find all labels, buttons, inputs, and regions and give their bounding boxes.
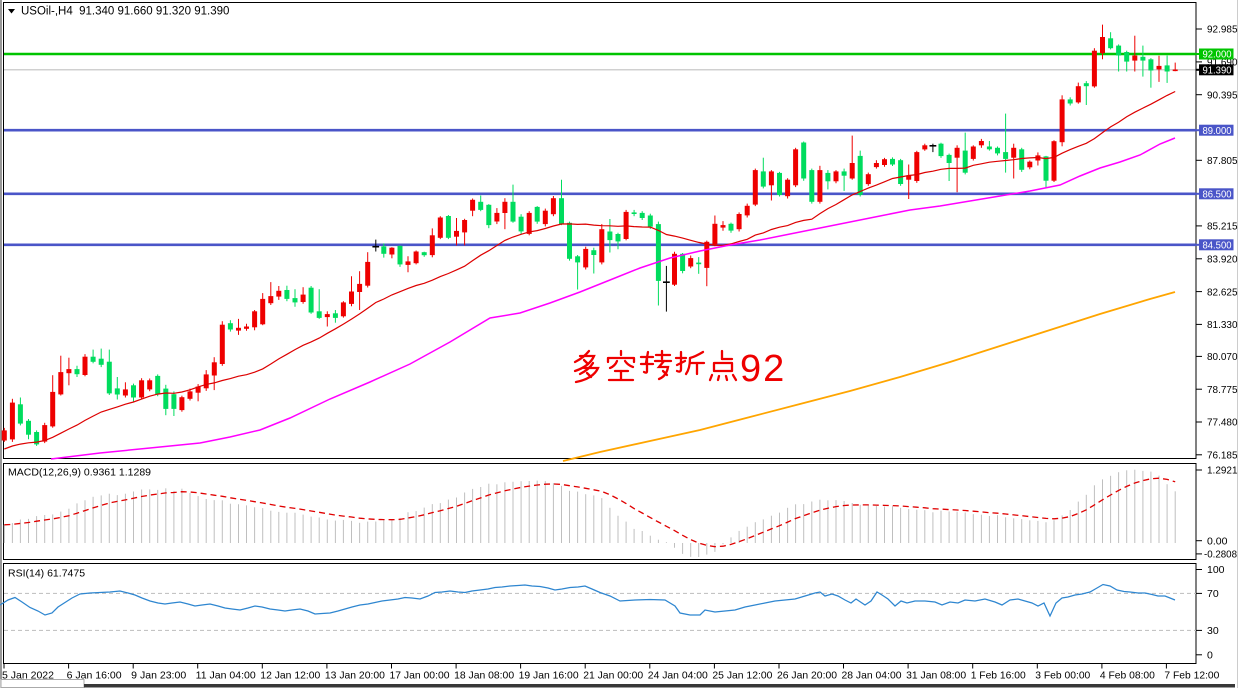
- svg-text:21 Jan 00:00: 21 Jan 00:00: [583, 670, 643, 682]
- svg-text:83.920: 83.920: [1207, 254, 1238, 266]
- svg-text:81.330: 81.330: [1207, 319, 1238, 331]
- svg-text:7 Feb 12:00: 7 Feb 12:00: [1164, 670, 1219, 682]
- svg-text:19 Jan 16:00: 19 Jan 16:00: [519, 670, 579, 682]
- svg-text:0: 0: [1207, 650, 1213, 662]
- svg-text:77.480: 77.480: [1207, 417, 1238, 429]
- svg-text:31 Jan 08:00: 31 Jan 08:00: [906, 670, 966, 682]
- svg-text:78.775: 78.775: [1207, 384, 1238, 396]
- svg-text:89.000: 89.000: [1203, 125, 1232, 137]
- svg-text:MACD(12,26,9) 0.9361 1.1289: MACD(12,26,9) 0.9361 1.1289: [8, 467, 151, 479]
- svg-text:6 Jan 16:00: 6 Jan 16:00: [67, 670, 122, 682]
- svg-text:91.390: 91.390: [1203, 65, 1232, 77]
- svg-text:86.500: 86.500: [1203, 189, 1232, 201]
- svg-text:17 Jan 00:00: 17 Jan 00:00: [390, 670, 450, 682]
- svg-text:1 Feb 16:00: 1 Feb 16:00: [971, 670, 1026, 682]
- svg-text:82.625: 82.625: [1207, 286, 1238, 298]
- svg-text:90.395: 90.395: [1207, 89, 1238, 101]
- svg-text:30: 30: [1207, 625, 1219, 637]
- svg-text:RSI(14) 61.7475: RSI(14) 61.7475: [8, 568, 85, 580]
- svg-text:18 Jan 08:00: 18 Jan 08:00: [454, 670, 514, 682]
- svg-text:13 Jan 20:00: 13 Jan 20:00: [325, 670, 385, 682]
- svg-text:USOil-,H4 91.340 91.660 91.32: USOil-,H4 91.340 91.660 91.320 91.390: [21, 6, 229, 18]
- svg-text:5 Jan 2022: 5 Jan 2022: [2, 670, 54, 682]
- svg-text:-0.2808: -0.2808: [1204, 549, 1237, 561]
- svg-text:100: 100: [1207, 564, 1225, 576]
- svg-text:12 Jan 12:00: 12 Jan 12:00: [260, 670, 320, 682]
- svg-text:0.00: 0.00: [1207, 535, 1228, 547]
- svg-text:25 Jan 12:00: 25 Jan 12:00: [712, 670, 772, 682]
- svg-text:1.2921: 1.2921: [1207, 465, 1238, 477]
- svg-text:9 Jan 23:00: 9 Jan 23:00: [131, 670, 186, 682]
- svg-text:84.500: 84.500: [1203, 240, 1232, 252]
- svg-text:26 Jan 20:00: 26 Jan 20:00: [777, 670, 837, 682]
- svg-text:92: 92: [740, 348, 786, 390]
- svg-text:70: 70: [1207, 588, 1219, 600]
- svg-text:92.000: 92.000: [1203, 49, 1232, 61]
- svg-text:80.070: 80.070: [1207, 351, 1238, 363]
- svg-text:11 Jan 04:00: 11 Jan 04:00: [196, 670, 256, 682]
- svg-text:76.185: 76.185: [1207, 450, 1238, 462]
- svg-text:24 Jan 04:00: 24 Jan 04:00: [648, 670, 708, 682]
- svg-text:85.215: 85.215: [1207, 221, 1238, 233]
- svg-text:92.985: 92.985: [1207, 24, 1238, 36]
- svg-text:4 Feb 08:00: 4 Feb 08:00: [1100, 670, 1155, 682]
- svg-text:3 Feb 00:00: 3 Feb 00:00: [1035, 670, 1090, 682]
- svg-text:87.805: 87.805: [1207, 155, 1238, 167]
- svg-text:28 Jan 04:00: 28 Jan 04:00: [842, 670, 902, 682]
